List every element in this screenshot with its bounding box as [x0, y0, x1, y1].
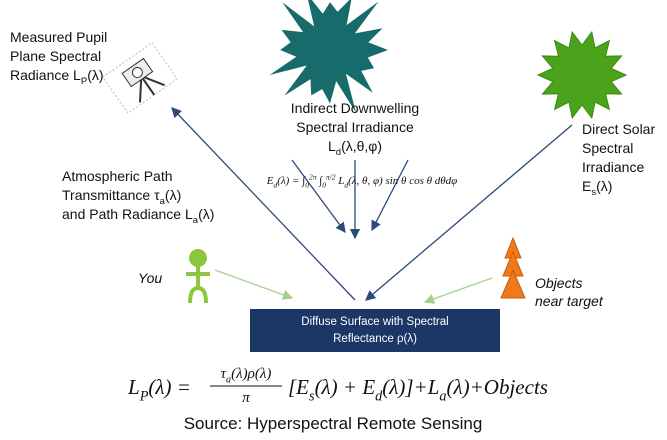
you-label-line: You [138, 270, 162, 286]
solar-label-line: Direct Solar [582, 121, 655, 137]
text-segment: (λ,θ,φ) [341, 138, 382, 154]
text-segment: L [127, 375, 140, 399]
text-segment: You [138, 270, 162, 286]
downwelling-label-line: Spectral Irradiance [296, 119, 414, 135]
equation-numerator-line: τa(λ)ρ(λ) [221, 366, 272, 386]
person-icon [186, 251, 210, 303]
text-segment: L [336, 175, 345, 187]
atmosphere-label-line: Transmittance τa(λ) [62, 187, 181, 207]
text-segment: Reflectance ρ(λ) [333, 333, 417, 345]
pupil-label-line: Measured Pupil [10, 29, 107, 45]
text-segment: Diffuse Surface with Spectral [301, 316, 448, 328]
sun-star [538, 32, 626, 118]
text-segment: Plane Spectral [10, 48, 101, 64]
pupil-label-line: Plane Spectral [10, 48, 101, 64]
text-segment: L [328, 138, 336, 154]
text-segment: Objects [535, 275, 582, 291]
objects-icon [501, 238, 525, 298]
diagram: Measured PupilPlane SpectralRadiance LP(… [0, 0, 667, 440]
sky-starburst [270, 0, 388, 113]
subscript: 0 [322, 180, 326, 189]
pupil-label-line: Radiance LP(λ) [10, 67, 104, 87]
text-segment: Source: Hyperspectral Remote Sensing [184, 414, 483, 433]
downwelling-label-line: Ld(λ,θ,φ) [328, 138, 382, 158]
text-segment: (λ)ρ(λ) [231, 366, 271, 382]
text-segment: Atmospheric Path [62, 168, 173, 184]
text-segment: (λ) = ∫ [277, 175, 306, 187]
atmosphere-label-line: and Path Radiance La(λ) [62, 206, 214, 226]
text-segment: [E [288, 375, 309, 399]
atmosphere-label-line: Atmospheric Path [62, 168, 173, 184]
text-segment: Transmittance τ [62, 187, 160, 203]
text-segment: (λ) [87, 67, 103, 83]
text-segment: Measured Pupil [10, 29, 107, 45]
surface-label-line: Reflectance ρ(λ) [333, 333, 417, 345]
text-segment: (λ)+Objects [447, 375, 548, 399]
text-segment: (λ) = [148, 375, 191, 399]
solar-label-line: Spectral [582, 140, 633, 156]
text-segment: (λ) [165, 187, 181, 203]
downwelling-label-line: Indirect Downwelling [291, 100, 419, 116]
solar-label-line: Irradiance [582, 159, 644, 175]
subscript: 0 [305, 180, 309, 189]
ambient-arrows [215, 270, 492, 302]
text-segment: Spectral [582, 140, 633, 156]
surface-label-line: Diffuse Surface with Spectral [301, 316, 448, 328]
text-segment: (λ, θ, φ) sin θ cos θ dθdφ [348, 175, 457, 187]
text-segment: (λ) [596, 178, 612, 194]
equation-rhs-line: [Es(λ) + Ed(λ)]+La(λ)+Objects [288, 375, 548, 404]
equation-lhs-line: LP(λ) = [127, 375, 191, 404]
text-segment: (λ)]+L [382, 375, 439, 399]
text-segment: Indirect Downwelling [291, 100, 419, 116]
subscript: a [439, 388, 446, 404]
text-segment: Direct Solar [582, 121, 655, 137]
text-segment: (λ) + E [315, 375, 376, 399]
text-segment: Irradiance [582, 159, 644, 175]
text-segment: E [582, 178, 591, 194]
text-segment: Spectral Irradiance [296, 119, 414, 135]
text-segment: Radiance L [10, 67, 81, 83]
source-line: Source: Hyperspectral Remote Sensing [184, 414, 483, 433]
text-segment: and Path Radiance L [62, 206, 193, 222]
objects-label-line: Objects [535, 275, 582, 291]
text-segment: (λ) [198, 206, 214, 222]
camera-icon [103, 43, 177, 113]
text-segment: π [242, 390, 250, 406]
equation-denominator-line: π [242, 390, 250, 406]
objects-label-line: near target [535, 293, 604, 309]
subscript: P [139, 388, 149, 404]
solar-label-line: Es(λ) [582, 178, 612, 198]
text-segment: near target [535, 293, 604, 309]
superscript: π/2 [326, 173, 336, 182]
integral-line: Ed(λ) = ∫02π ∫0π/2 Ld(λ, θ, φ) sin θ cos… [266, 173, 458, 190]
